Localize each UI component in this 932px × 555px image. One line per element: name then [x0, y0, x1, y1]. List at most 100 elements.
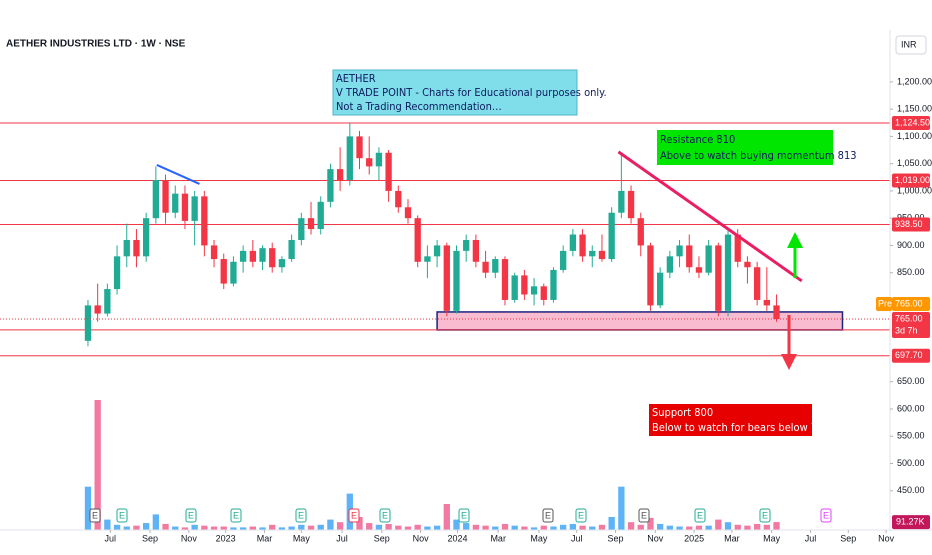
arrow-head: [781, 354, 797, 370]
event-marker: [348, 508, 360, 523]
x-tick-label: Sep: [608, 533, 624, 543]
event-marker: [185, 508, 197, 523]
candle-body: [734, 234, 741, 262]
volume-bar: [230, 527, 237, 530]
volume-bar: [249, 526, 256, 530]
level-tag: [892, 217, 930, 232]
volume-bar: [627, 522, 635, 530]
volume-bar: [385, 523, 392, 530]
currency-box[interactable]: [895, 35, 927, 55]
level-label: 938.50: [895, 219, 923, 229]
candle-body: [463, 239, 470, 251]
x-tick-label: Mar: [490, 533, 506, 543]
x-tick-label: Nov: [878, 533, 895, 543]
volume-bar: [142, 523, 150, 530]
volume-bar: [356, 517, 363, 530]
event-marker: [230, 508, 242, 523]
last-price-label: 765.00: [895, 313, 923, 323]
x-tick-label: 2023: [216, 533, 236, 543]
event-label: E: [92, 510, 98, 520]
volume-bar: [744, 525, 751, 530]
volume-bar: [618, 486, 625, 530]
volume-bar: [550, 526, 557, 530]
x-tick-label: Jul: [571, 533, 583, 543]
zone: [436, 311, 844, 331]
note-box: [332, 69, 578, 116]
event-marker: [379, 508, 391, 523]
trendline: [617, 150, 803, 283]
candle-body: [773, 305, 780, 320]
event-label: E: [641, 510, 647, 520]
candle-body: [579, 234, 586, 257]
event-marker: [575, 508, 587, 523]
note-text: Resistance 810: [660, 133, 735, 146]
volume-bar: [492, 526, 499, 530]
trendline: [156, 163, 200, 185]
volume-bar: [152, 514, 160, 530]
info-note: AETHER V TRADE POINT - Charts for Educat…: [332, 69, 607, 116]
candle-body: [210, 245, 218, 260]
candle-body: [724, 234, 732, 311]
event-marker: [89, 508, 101, 523]
candle-body: [657, 272, 664, 306]
volume-bar: [608, 517, 615, 530]
event-marker: [638, 508, 650, 523]
y-tick-label: 850.00: [897, 267, 925, 277]
candle-body: [162, 180, 169, 213]
candle-body: [560, 250, 567, 270]
event-label: E: [461, 510, 467, 520]
volume-bar: [598, 524, 606, 530]
x-tick-label: 2025: [684, 533, 704, 543]
candle-body: [395, 190, 402, 208]
candle-body: [317, 201, 324, 230]
candle-body: [278, 259, 286, 268]
volume-bar: [724, 522, 732, 530]
candle-body: [618, 190, 625, 213]
volume-bar: [404, 526, 412, 530]
y-tick-label: 1,050.00: [897, 158, 932, 168]
candle-body: [201, 196, 208, 246]
event-marker: [458, 508, 470, 523]
event-label: E: [351, 510, 357, 520]
candle-body: [550, 269, 557, 300]
volume-bar: [569, 523, 577, 530]
x-tick-label: Sep: [142, 533, 158, 543]
candle-body: [763, 299, 770, 306]
level-label: 1,019.00: [895, 175, 930, 185]
volume-bar: [753, 523, 761, 530]
candle-body: [453, 250, 460, 311]
volume-bar: [259, 527, 266, 530]
volume-bar: [433, 525, 441, 530]
candle-body: [744, 261, 751, 268]
candle-body: [705, 245, 712, 273]
candle-body: [307, 218, 315, 230]
volume-bar: [395, 525, 402, 530]
level-label: 1,124.50: [895, 117, 930, 127]
x-tick-label: Mar: [257, 533, 273, 543]
x-tick-label: Sep: [374, 533, 390, 543]
resistance-note: Resistance 810 Above to watch buying mom…: [657, 130, 857, 165]
x-tick-label: May: [530, 533, 548, 543]
y-tick-label: 600.00: [897, 403, 925, 413]
volume-bar: [695, 525, 703, 530]
candle-body: [695, 267, 703, 273]
candle-body: [375, 152, 383, 167]
event-label: E: [697, 510, 703, 520]
candle-body: [433, 245, 441, 257]
candle-body: [191, 196, 198, 221]
volume-bar: [104, 519, 111, 530]
volume-bar: [472, 524, 480, 530]
volume-bar: [715, 519, 722, 530]
candle-body: [637, 218, 644, 246]
note-box: [649, 404, 812, 436]
volume-bar: [414, 524, 421, 530]
x-tick-label: Sep: [840, 533, 856, 543]
candle-body: [404, 207, 412, 219]
event-marker: [542, 508, 554, 523]
note-text: AETHER: [336, 72, 376, 85]
candle-body: [172, 193, 179, 213]
candle-body: [686, 245, 693, 268]
volume-bar: [84, 486, 92, 530]
candle-body: [327, 169, 334, 202]
